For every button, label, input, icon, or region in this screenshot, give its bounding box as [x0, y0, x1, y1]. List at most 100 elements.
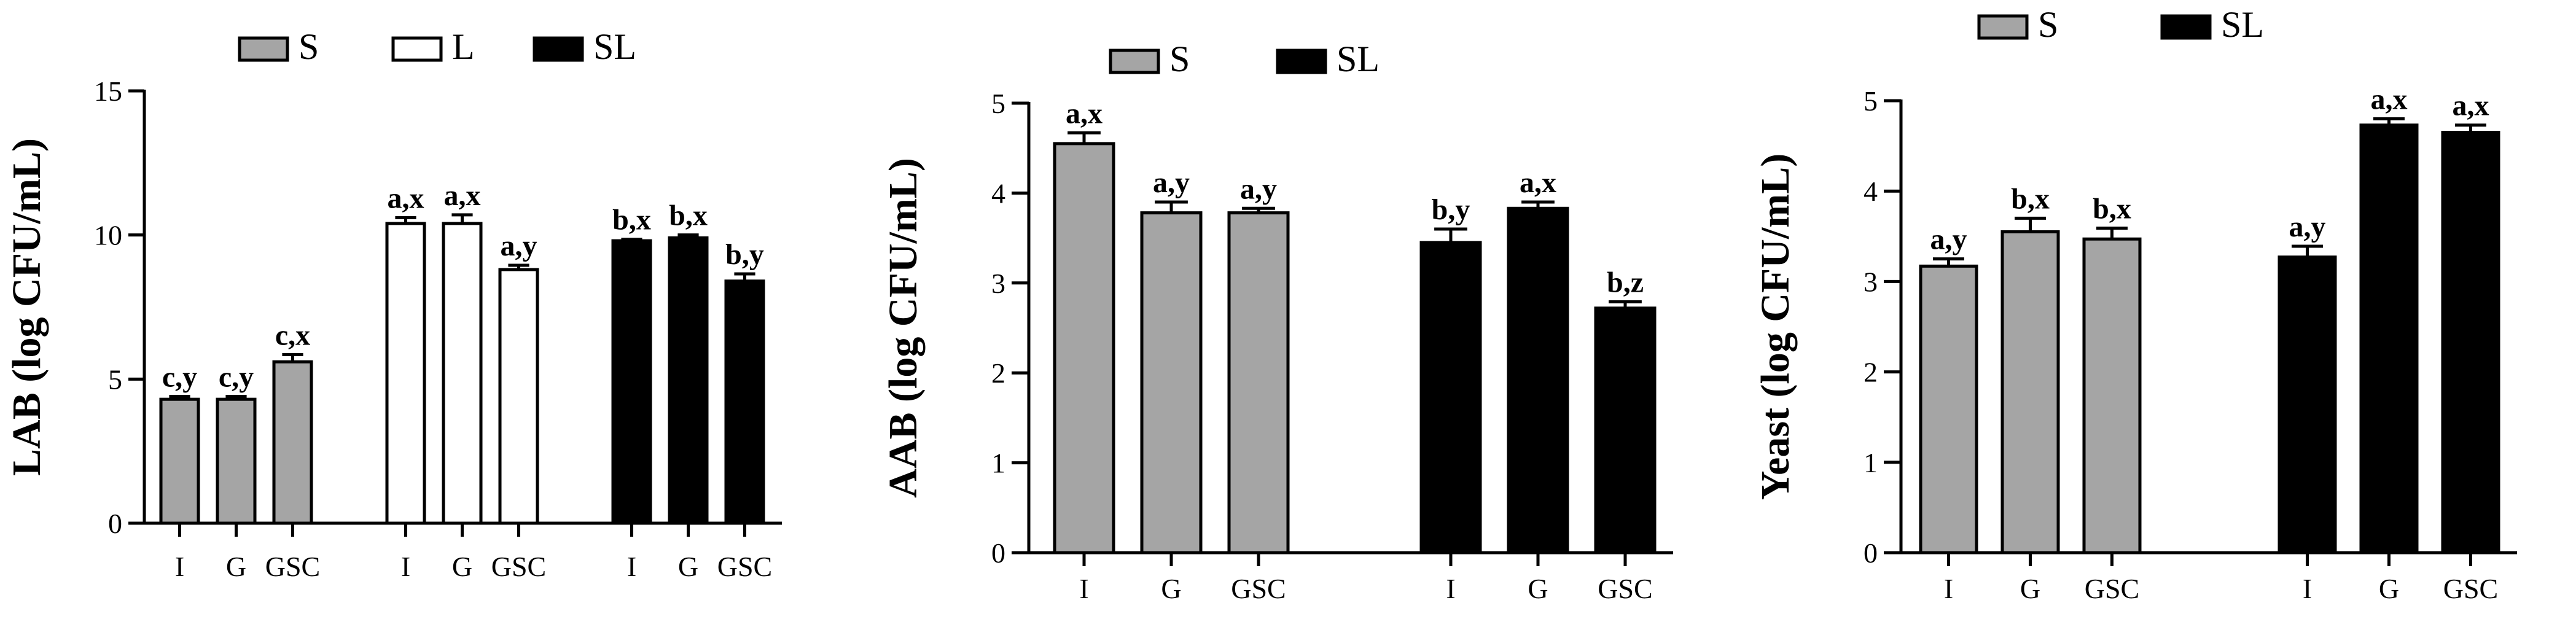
- bar-S-GSC: [2082, 237, 2142, 555]
- bar-SL-G: [668, 236, 709, 525]
- bar-SL-GSC: [724, 279, 765, 525]
- legend-label-S: S: [1169, 39, 1190, 79]
- y-tick-label: 2: [1864, 357, 1878, 388]
- significance-label: a,x: [1520, 166, 1556, 199]
- legend-label-S: S: [299, 26, 319, 67]
- significance-label: a,x: [444, 179, 481, 212]
- y-tick-label: 1: [991, 448, 1005, 479]
- x-tick-label: GSC: [2085, 573, 2139, 604]
- x-tick-label: GSC: [265, 551, 320, 582]
- bar-SL-GSC: [1594, 306, 1657, 555]
- significance-label: a,y: [1930, 224, 1967, 256]
- chart-panel-2: 0 1 2 3 4 5 AAB (log CFU/mL) a,x Ia,y Ga,y GSC b,y I…: [881, 39, 1673, 604]
- bar-SL-GSC: [2441, 131, 2500, 555]
- y-tick-label: 3: [1864, 266, 1878, 297]
- y-tick-label: 4: [1864, 176, 1878, 207]
- bar-SL-I: [1419, 241, 1482, 555]
- legend: S SL: [1109, 39, 1380, 79]
- legend: S L SL: [238, 26, 636, 67]
- x-tick-label: G: [2379, 573, 2399, 604]
- y-tick-label: 0: [1864, 537, 1878, 569]
- significance-label: a,x: [2371, 83, 2408, 115]
- significance-label: a,x: [388, 182, 424, 215]
- legend-swatch-S: [1977, 14, 2029, 40]
- bar-S-G: [2000, 230, 2060, 555]
- significance-label: b,x: [669, 200, 708, 232]
- bar-L-GSC: [498, 268, 539, 525]
- legend-swatch-SL: [1276, 49, 1327, 74]
- x-tick-label: GSC: [2443, 573, 2498, 604]
- legend-swatch-SL: [533, 36, 584, 62]
- x-tick-label: I: [1079, 573, 1088, 604]
- chart-panel-3: 0 1 2 3 4 5 Yeast (log CFU/mL) a,y Ib,x Gb,x GSC a,…: [1753, 4, 2517, 604]
- legend-swatch-SL: [2160, 14, 2212, 40]
- x-tick-label: G: [678, 551, 698, 582]
- significance-label: c,y: [162, 360, 197, 393]
- chart-panel-1: 0 5 10 15 LAB (log CFU/mL) c,y Ic,y Gc,x GSC a,x I…: [4, 26, 782, 582]
- bar-S-I: [159, 397, 200, 525]
- bar-L-G: [442, 222, 483, 525]
- significance-label: a,x: [2453, 90, 2489, 122]
- x-tick-label: I: [2303, 573, 2312, 604]
- y-tick-label: 1: [1864, 447, 1878, 478]
- y-tick-label: 4: [991, 177, 1005, 209]
- legend-label-SL: SL: [593, 26, 636, 67]
- significance-label: c,x: [275, 319, 310, 351]
- y-tick-label: 0: [991, 537, 1005, 569]
- significance-label: b,z: [1607, 267, 1644, 299]
- bar-S-I: [1053, 142, 1115, 555]
- y-tick-label: 5: [991, 88, 1005, 119]
- x-tick-label: I: [1446, 573, 1455, 604]
- y-tick-label: 0: [108, 508, 122, 539]
- y-tick-label: 5: [1864, 85, 1878, 117]
- x-tick-label: G: [2020, 573, 2040, 604]
- legend-label-SL: SL: [2221, 4, 2264, 45]
- x-tick-label: I: [1944, 573, 1953, 604]
- bar-S-G: [1140, 211, 1203, 555]
- y-tick-label: 15: [94, 76, 122, 107]
- significance-label: a,y: [2289, 211, 2326, 243]
- legend-label-SL: SL: [1337, 39, 1380, 79]
- significance-label: c,y: [219, 360, 254, 393]
- legend-label-S: S: [2038, 4, 2058, 45]
- x-tick-label: GSC: [717, 551, 772, 582]
- bar-S-GSC: [1227, 211, 1290, 555]
- x-tick-label: I: [401, 551, 410, 582]
- y-tick-label: 2: [991, 357, 1005, 389]
- x-tick-label: GSC: [491, 551, 546, 582]
- significance-label: a,x: [1066, 97, 1103, 130]
- bar-S-I: [1919, 264, 1978, 555]
- x-tick-label: GSC: [1598, 573, 1652, 604]
- bar-SL-I: [611, 239, 652, 525]
- significance-label: a,y: [501, 230, 537, 262]
- x-tick-label: I: [175, 551, 184, 582]
- bar-S-GSC: [272, 360, 313, 525]
- legend-swatch-S: [1109, 49, 1160, 74]
- legend-swatch-L: [391, 36, 443, 62]
- significance-label: a,y: [1153, 166, 1190, 199]
- x-tick-label: G: [226, 551, 246, 582]
- y-axis-label: Yeast (log CFU/mL): [1753, 154, 1798, 500]
- bar-S-G: [216, 397, 257, 525]
- significance-label: b,x: [2011, 182, 2050, 215]
- bar-L-I: [385, 222, 426, 525]
- significance-label: b,x: [2093, 193, 2131, 225]
- x-tick-label: G: [452, 551, 472, 582]
- y-tick-label: 3: [991, 268, 1005, 299]
- legend-swatch-S: [238, 36, 289, 62]
- significance-label: a,y: [1240, 173, 1277, 205]
- y-axis-label: AAB (log CFU/mL): [881, 158, 926, 498]
- significance-label: b,y: [1432, 193, 1470, 226]
- y-axis-label: LAB (log CFU/mL): [4, 138, 49, 476]
- significance-label: b,y: [725, 238, 764, 271]
- bar-SL-I: [2277, 255, 2337, 555]
- x-tick-label: G: [1528, 573, 1548, 604]
- x-tick-label: G: [1161, 573, 1181, 604]
- legend: S SL: [1977, 4, 2264, 45]
- bar-SL-G: [2359, 123, 2419, 555]
- y-tick-label: 5: [108, 364, 122, 395]
- x-tick-label: GSC: [1231, 573, 1286, 604]
- significance-label: b,x: [612, 204, 651, 236]
- y-tick-label: 10: [94, 220, 122, 251]
